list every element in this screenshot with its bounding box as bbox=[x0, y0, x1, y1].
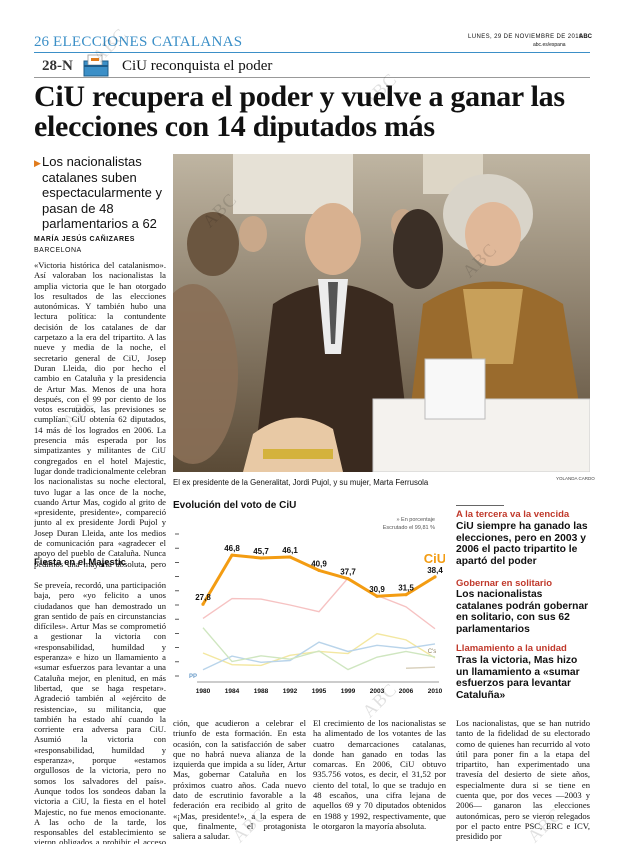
x-tick-label: 1995 bbox=[312, 688, 327, 695]
sidebar-text-2: Los nacionalistas catalanes podrán gober… bbox=[456, 589, 589, 635]
x-tick-label: 2003 bbox=[370, 688, 385, 695]
x-tick-label: 1992 bbox=[283, 688, 298, 695]
ciu-data-label: 27,8 bbox=[195, 593, 211, 602]
sidebar-text-1: CiU siempre ha ganado las elecciones, pe… bbox=[456, 521, 588, 567]
news-photo bbox=[173, 154, 590, 472]
ciu-legend-tag: CiU bbox=[424, 551, 445, 566]
ciu-data-label: 31,5 bbox=[398, 584, 414, 593]
photo-credit: YOLANDA CARDO bbox=[556, 476, 595, 481]
x-tick-label: 1980 bbox=[196, 688, 211, 695]
ciu-point bbox=[317, 568, 321, 573]
tag-title: CiU reconquista el poder bbox=[122, 58, 273, 74]
tag-date: 28-N bbox=[42, 58, 73, 74]
ciu-point bbox=[288, 555, 292, 559]
dateline: BARCELONA bbox=[34, 247, 82, 254]
article-column-4: El crecimiento de los nacionalistas se h… bbox=[313, 718, 446, 831]
ciu-point bbox=[259, 556, 263, 560]
pp-legend-tag: PP bbox=[189, 674, 197, 680]
dek-arrow-icon: ▶ bbox=[34, 158, 41, 168]
header-brand: ABC bbox=[579, 34, 592, 40]
ciu-point bbox=[346, 577, 350, 581]
ciu-point bbox=[201, 602, 205, 606]
sidebar-head-3: Llamamiento a la unidad bbox=[456, 643, 567, 654]
byline: MARÍA JESÚS CAÑIZARES bbox=[34, 236, 135, 243]
series-line-icv bbox=[202, 627, 436, 671]
ciu-data-label: 37,7 bbox=[340, 568, 356, 577]
sidebar-head-2: Gobernar en solitario bbox=[456, 578, 553, 589]
ciu-point bbox=[230, 553, 234, 557]
photo-caption: El ex presidente de la Generalitat, Jord… bbox=[173, 478, 429, 487]
ciu-data-label: 40,9 bbox=[311, 559, 327, 568]
x-tick-label: 1999 bbox=[341, 688, 356, 695]
header-website: abc.es/espana bbox=[533, 42, 566, 48]
ciu-data-label: 46,1 bbox=[282, 546, 298, 555]
header-date: LUNES, 29 DE NOVIEMBRE DE 2010 bbox=[468, 34, 583, 40]
photo-illustration bbox=[173, 154, 590, 472]
ciu-data-label: 38,4 bbox=[427, 566, 443, 575]
chart-note-percent: » En porcentaje bbox=[396, 517, 435, 523]
section-title: ELECCIONES CATALANAS bbox=[53, 34, 243, 50]
ciu-data-label: 45,7 bbox=[253, 547, 269, 556]
article-column-1b: Se preveía, recordó, una participación b… bbox=[34, 580, 166, 844]
x-tick-label: 2010 bbox=[428, 688, 443, 695]
series-line-cs bbox=[405, 666, 436, 669]
series-line-psc bbox=[202, 577, 436, 630]
dek: Los nacionalistas catalanes suben espect… bbox=[42, 154, 162, 231]
tag-rule bbox=[34, 77, 590, 78]
ciu-point bbox=[404, 593, 408, 597]
cs-legend-tag: C's bbox=[428, 649, 436, 655]
ciu-point bbox=[433, 575, 437, 579]
series-line-pp bbox=[202, 641, 436, 671]
sidebar-text-3: Tras la victoria, Mas hizo un llamamient… bbox=[456, 655, 580, 701]
ballot-logo-icon bbox=[83, 54, 109, 77]
page-number: 26 bbox=[34, 34, 49, 50]
sidebar-rule bbox=[456, 505, 504, 506]
x-tick-label: 1988 bbox=[254, 688, 269, 695]
article-column-3: ción, que acudieron a celebrar el triunf… bbox=[173, 718, 306, 842]
chart-title: Evolución del voto de CiU bbox=[173, 500, 297, 511]
x-tick-label: 1984 bbox=[225, 688, 240, 695]
chart-note-scrutiny: Escrutado el 99,81 % bbox=[383, 525, 435, 531]
sidebar-head-1: A la tercera va la vencida bbox=[456, 509, 570, 520]
ciu-data-label: 46,8 bbox=[224, 544, 240, 553]
ciu-data-label: 30,9 bbox=[369, 585, 385, 594]
headline: CiU recupera el poder y vuelve a ganar l… bbox=[34, 80, 565, 143]
ciu-point bbox=[375, 594, 379, 598]
article-column-1: «Victoria histórica del catalanismo». As… bbox=[34, 260, 166, 570]
vote-evolution-chart: » En porcentaje Escrutado el 99,81 % 27,8 4… bbox=[175, 517, 445, 695]
header-rule bbox=[34, 52, 590, 53]
article-column-5: Los nacionalistas, que se han nutrido ta… bbox=[456, 718, 590, 842]
x-tick-label: 2006 bbox=[399, 688, 414, 695]
subhead: Fiesta en el Majestic bbox=[34, 557, 126, 568]
